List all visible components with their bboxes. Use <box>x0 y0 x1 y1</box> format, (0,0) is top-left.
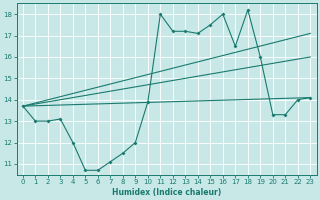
X-axis label: Humidex (Indice chaleur): Humidex (Indice chaleur) <box>112 188 221 197</box>
